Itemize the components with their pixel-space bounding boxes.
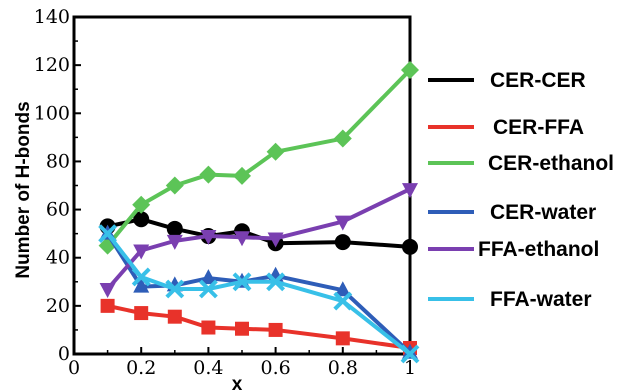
data-point bbox=[200, 269, 217, 285]
x-tick-label: 0 bbox=[68, 357, 80, 379]
data-point bbox=[200, 230, 217, 246]
data-point bbox=[402, 238, 418, 255]
legend-item-cer-water: CER-water bbox=[428, 201, 596, 224]
series-line bbox=[106, 232, 412, 356]
data-point bbox=[99, 283, 116, 299]
legend-item-cer-cer: CER-CER bbox=[428, 69, 586, 92]
data-point-stroke bbox=[232, 272, 252, 292]
data-point bbox=[199, 165, 218, 184]
series-line bbox=[107, 217, 411, 249]
legend-label: CER-FFA bbox=[493, 116, 584, 139]
data-point bbox=[166, 234, 183, 250]
legend-item-ffa-ethanol: FFA-ethanol bbox=[428, 238, 599, 261]
series-cer-ffa bbox=[100, 298, 417, 355]
axes: 0 20 40 60 80 100 120 140 0 0.2 0.4 0.6 0.8 1 bbox=[34, 6, 416, 379]
data-point bbox=[133, 211, 150, 228]
legend-label: FFA-ethanol bbox=[478, 238, 599, 261]
y-tick-label: 140 bbox=[34, 6, 70, 28]
y-tick-label: 0 bbox=[58, 343, 70, 365]
x-tick-label: 1 bbox=[404, 357, 416, 379]
data-point bbox=[233, 166, 251, 185]
data-point bbox=[132, 195, 151, 214]
legend-item-cer-ffa: CER-FFA bbox=[428, 116, 584, 139]
data-point bbox=[335, 331, 350, 346]
series-ffa-water bbox=[98, 224, 420, 364]
series-ffa-ethanol bbox=[99, 183, 418, 299]
y-tick-label: 20 bbox=[46, 295, 70, 317]
x-tick-label: 0.8 bbox=[328, 357, 358, 379]
data-point bbox=[266, 272, 286, 292]
y-axis-label: Number of H-bonds bbox=[13, 101, 34, 278]
data-point bbox=[400, 344, 420, 364]
data-point bbox=[401, 60, 419, 79]
data-point bbox=[235, 321, 249, 336]
series-line bbox=[106, 68, 412, 247]
series-cer-ethanol bbox=[98, 60, 419, 255]
data-point bbox=[131, 267, 151, 287]
data-point bbox=[268, 322, 283, 337]
data-point bbox=[133, 277, 150, 293]
legend-label: CER-water bbox=[490, 201, 596, 224]
data-point-stroke bbox=[266, 272, 286, 292]
data-point bbox=[334, 281, 351, 297]
data-point bbox=[167, 309, 182, 324]
data-point bbox=[334, 215, 351, 231]
data-point bbox=[134, 306, 149, 321]
legend-label: FFA-water bbox=[490, 288, 592, 311]
data-point bbox=[165, 279, 185, 299]
y-tick-label: 120 bbox=[34, 54, 70, 76]
data-point bbox=[198, 279, 218, 299]
data-point bbox=[234, 231, 250, 247]
legend: CER-CER CER-FFA CER-ethanol CER-water FFA-et… bbox=[428, 69, 614, 311]
data-point-stroke bbox=[131, 267, 151, 287]
x-tick-label: 0.4 bbox=[193, 357, 223, 379]
data-point bbox=[166, 220, 183, 237]
y-tick-label: 40 bbox=[46, 247, 70, 269]
y-tick-label: 100 bbox=[34, 102, 70, 124]
x-tick-label: 0.2 bbox=[126, 357, 156, 379]
data-point bbox=[100, 298, 115, 313]
data-point bbox=[133, 244, 150, 260]
data-point-stroke bbox=[198, 279, 218, 299]
y-tick-label: 60 bbox=[46, 199, 70, 221]
x-tick-label: 0.6 bbox=[260, 357, 290, 379]
data-point-stroke bbox=[98, 224, 118, 244]
series-line bbox=[106, 187, 411, 291]
data-point bbox=[165, 176, 184, 195]
data-point-stroke bbox=[165, 279, 185, 299]
x-axis-label: x bbox=[232, 374, 243, 391]
data-point-stroke bbox=[400, 344, 420, 364]
data-point bbox=[232, 272, 252, 292]
data-point bbox=[334, 234, 351, 251]
data-point-stroke bbox=[333, 291, 353, 311]
legend-label: CER-ethanol bbox=[488, 152, 614, 175]
legend-label: CER-CER bbox=[490, 69, 586, 92]
series-line bbox=[105, 232, 412, 355]
plot-area bbox=[98, 60, 420, 364]
data-point bbox=[402, 183, 418, 199]
y-tick-label: 80 bbox=[46, 150, 70, 172]
data-point bbox=[266, 142, 285, 161]
data-point bbox=[267, 232, 284, 248]
data-point bbox=[201, 320, 216, 335]
data-point bbox=[333, 129, 352, 148]
legend-item-ffa-water: FFA-water bbox=[428, 288, 592, 311]
data-point bbox=[333, 291, 353, 311]
legend-item-cer-ethanol: CER-ethanol bbox=[428, 152, 614, 175]
data-point bbox=[98, 224, 118, 244]
